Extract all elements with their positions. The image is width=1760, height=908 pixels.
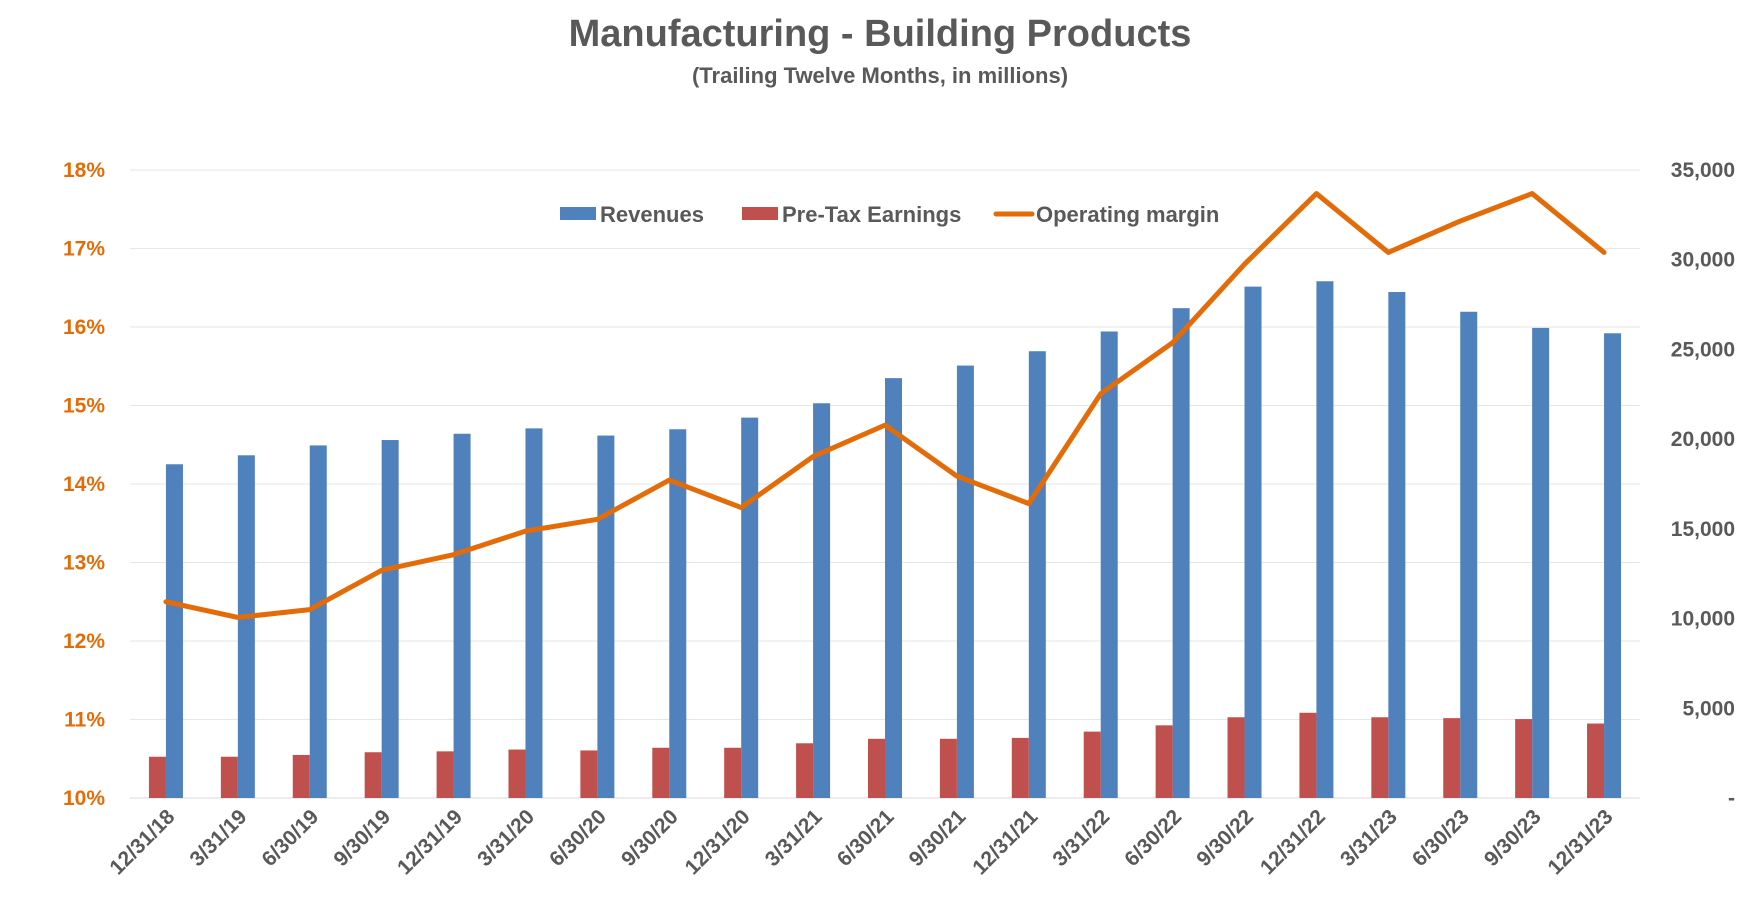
x-axis-tick-label: 12/31/21 [968,805,1042,879]
chart-title: Manufacturing - Building Products [569,13,1192,55]
x-axis-tick-label: 9/30/21 [905,805,971,871]
revenue-bar [885,378,902,798]
revenue-bar [1316,281,1334,798]
pretax-earnings-bar [508,749,526,798]
x-axis-tick-label: 12/31/18 [105,805,179,879]
pretax-earnings-bar [868,738,885,798]
legend-swatch-pretax-earnings [742,207,778,220]
right-axis-tick-label: 10,000 [1671,608,1735,631]
x-axis-tick-label: 6/30/20 [545,805,611,871]
x-axis-tick-label: 3/31/23 [1336,805,1402,871]
pretax-earnings-bar [1299,712,1317,798]
pretax-earnings-bar [148,756,166,798]
revenue-bar [1388,292,1406,798]
pretax-earnings-bar [1515,719,1533,798]
legend-label-revenues: Revenues [600,202,704,227]
legend-swatch-revenues [560,207,596,220]
pretax-earnings-bar [580,750,598,798]
pretax-earnings-bar [1011,737,1029,798]
chart-subtitle: (Trailing Twelve Months, in millions) [692,63,1068,88]
x-axis-tick-label: 6/30/22 [1120,805,1186,871]
pretax-earnings-bar [1083,731,1101,798]
pretax-earnings-bar [292,754,310,798]
legend-label-operating-margin: Operating margin [1036,202,1219,227]
pretax-earnings-bar [1371,717,1389,798]
x-axis-tick-label: 12/31/22 [1256,805,1330,879]
left-axis-tick-label: 17% [63,238,105,261]
left-axis-tick-label: 16% [63,316,105,339]
left-axis-tick-label: 11% [64,709,105,732]
x-axis-tick-label: 3/31/22 [1048,805,1114,871]
revenue-bar [597,435,615,798]
pretax-earnings-bar [364,752,382,798]
revenue-bar [956,365,974,798]
left-axis: 10% 11% 12% 13% 14% 15% 16% 17% 18% [63,159,105,810]
revenue-bar [237,455,255,798]
revenue-bar [525,428,543,798]
left-axis-tick-label: 15% [63,395,105,418]
x-axis-tick-label: 9/30/19 [329,805,395,871]
revenue-bar [741,417,759,798]
x-axis-tick-label: 3/31/19 [186,805,252,871]
pretax-earnings-bar [939,738,957,798]
pretax-earnings-bar [1155,725,1173,798]
x-axis-tick-label: 3/31/20 [473,805,539,871]
revenue-bar [669,429,687,798]
left-axis-tick-label: 13% [63,552,105,575]
x-axis-tick-label: 12/31/20 [681,805,755,879]
x-axis-tick-label: 9/30/20 [617,805,683,871]
pretax-earnings-bar [220,756,238,798]
pretax-earnings-bar [1443,718,1461,798]
revenue-bar [813,403,831,798]
revenue-bar [309,445,327,798]
x-axis-tick-label: 12/31/23 [1544,805,1618,879]
operating-margin-line-layer [163,191,1607,620]
revenue-bar [1244,286,1262,798]
x-axis-tick-label: 9/30/22 [1192,805,1258,871]
pretax-earnings-bar [436,751,454,798]
revenue-bar [1028,351,1046,798]
pretax-earnings-bar [724,747,742,798]
x-axis-tick-label: 6/30/19 [257,805,323,871]
revenue-bar [165,464,183,798]
right-axis-tick-label: 5,000 [1682,697,1735,720]
revenue-bar [1172,308,1190,798]
left-axis-tick-label: 14% [63,473,105,496]
right-axis-tick-label: 20,000 [1671,428,1735,451]
left-axis-tick-label: 10% [63,787,105,810]
left-axis-tick-label: 18% [63,159,105,182]
revenue-bar [381,440,399,798]
pretax-earnings-bar [1227,717,1245,798]
pretax-earnings-bar [1587,723,1605,798]
right-axis: - 5,000 10,000 15,000 20,000 25,000 30,000 35,0… [1671,159,1735,810]
right-axis-tick-label: 25,000 [1671,338,1735,361]
x-axis-tick-label: 3/31/21 [761,805,827,871]
x-axis-tick-label: 6/30/21 [833,805,899,871]
x-axis-tick-label: 9/30/23 [1480,805,1546,871]
operating-margin-line [163,191,1607,620]
pretax-earnings-bar [652,747,670,798]
right-axis-tick-label: 30,000 [1671,249,1735,272]
revenue-bar [1100,331,1118,798]
right-axis-tick-label: 15,000 [1671,518,1735,541]
left-axis-tick-label: 12% [63,630,105,653]
revenue-bar [453,433,471,798]
legend-label-pretax-earnings: Pre-Tax Earnings [782,202,961,227]
x-axis-tick-label: 6/30/23 [1408,805,1474,871]
x-axis-tick-label: 12/31/19 [393,805,467,879]
revenue-bar [1604,333,1622,798]
revenue-bar [1460,311,1478,798]
right-axis-tick-label: - [1728,787,1735,810]
revenue-bar [1532,327,1550,798]
bars [148,281,1622,798]
right-axis-tick-label: 35,000 [1671,159,1735,182]
pretax-earnings-bar [796,743,814,798]
legend: Revenues Pre-Tax Earnings Operating margin [560,202,1219,227]
